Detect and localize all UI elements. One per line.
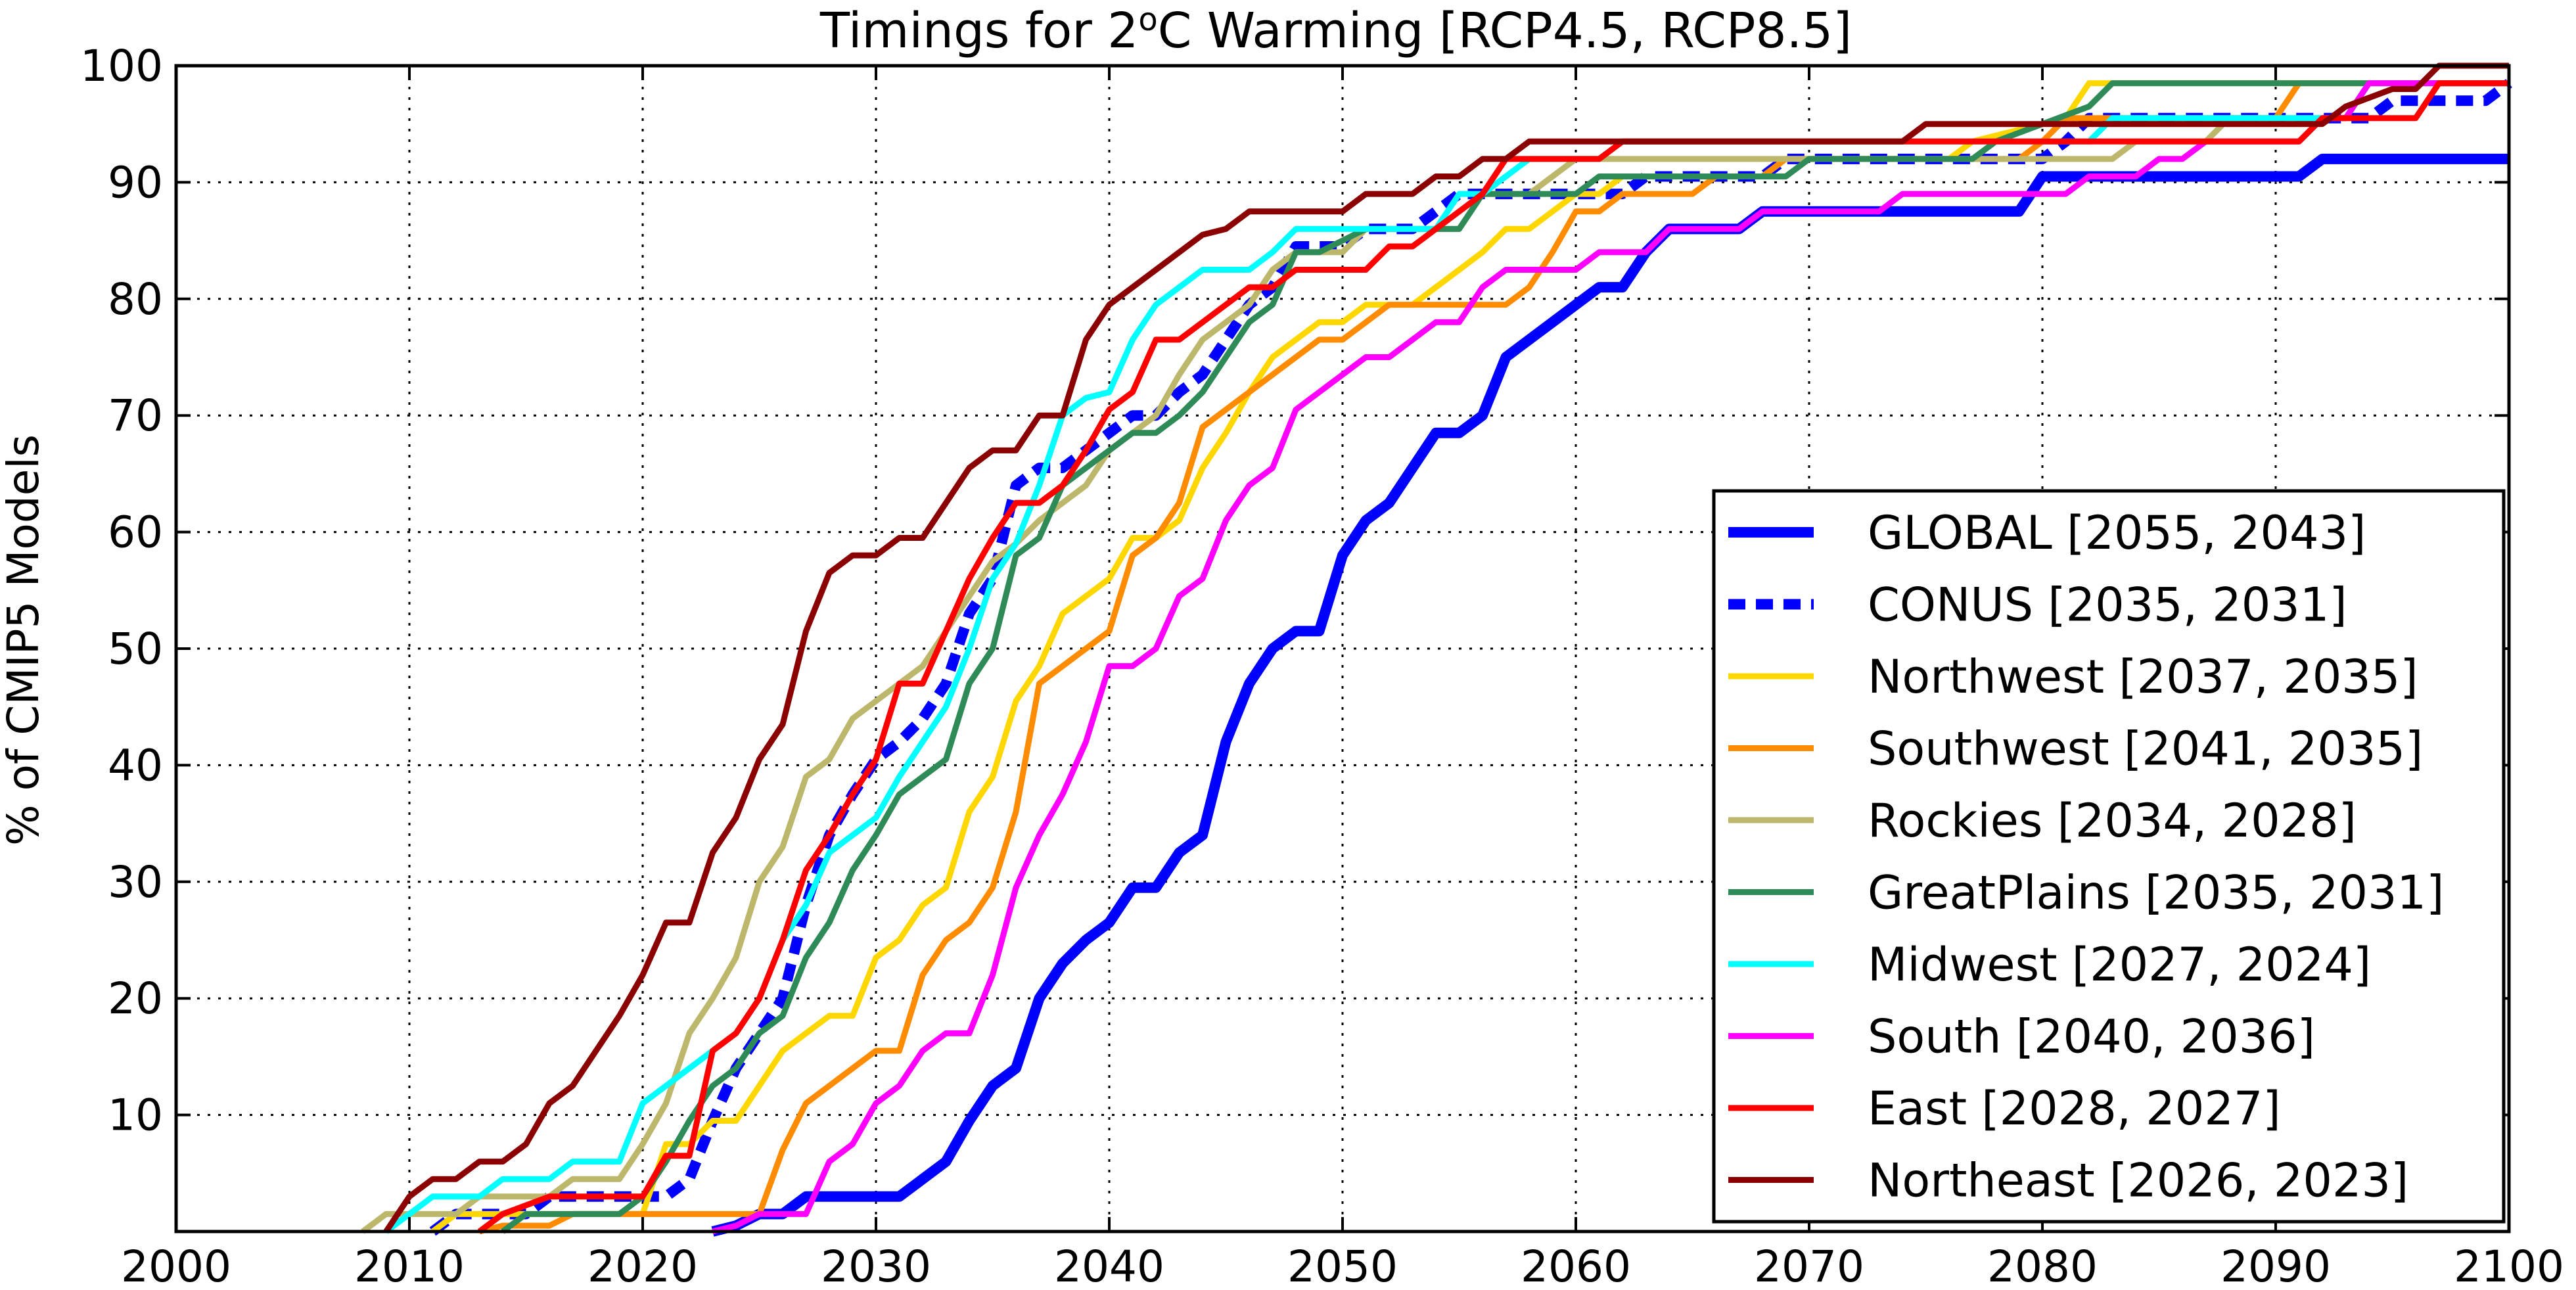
y-tick-label: 80 [108, 274, 163, 325]
chart-title: Timings for 2oC Warming [RCP4.5, RCP8.5] [819, 1, 1852, 59]
legend-label-global: GLOBAL [2055, 2043] [1868, 506, 2366, 560]
y-tick-label: 60 [108, 507, 163, 558]
y-tick-label: 20 [108, 973, 163, 1024]
x-tick-label: 2100 [2454, 1241, 2564, 1290]
x-tick-label: 2040 [1054, 1241, 1164, 1290]
x-tick-label: 2060 [1521, 1241, 1631, 1290]
series-line-south [712, 80, 2509, 1235]
legend-label-east: East [2028, 2027] [1868, 1082, 2281, 1136]
legend-label-southwest: Southwest [2041, 2035] [1868, 722, 2423, 776]
y-tick-label: 70 [108, 390, 163, 441]
legend-label-rockies: Rockies [2034, 2028] [1868, 794, 2357, 848]
x-tick-label: 2010 [354, 1241, 465, 1290]
series-line-northeast [383, 62, 2509, 1233]
chart-title-suffix: C Warming [RCP4.5, RCP8.5] [1158, 3, 1852, 59]
y-tick-label: 100 [80, 41, 163, 91]
x-tick-label: 2050 [1287, 1241, 1398, 1290]
y-tick-label: 50 [108, 624, 163, 674]
y-tick-label: 10 [108, 1090, 163, 1141]
legend: GLOBAL [2055, 2043] CONUS [2035, 2031] Nor… [1712, 489, 2506, 1224]
y-axis-title: % of CMIP5 Models [0, 434, 49, 846]
series-line-rockies [361, 80, 2509, 1234]
x-tick-label: 2090 [2220, 1241, 2331, 1290]
axis-ticks: 2000 2010 2020 2030 2040 2050 2060 2070 2080 2090… [80, 41, 2564, 1290]
chart-title-superscript: o [1138, 1, 1157, 38]
legend-box [1712, 489, 2506, 1224]
x-tick-label: 2020 [587, 1241, 698, 1290]
y-tick-label: 40 [108, 740, 163, 791]
series-line-midwest [384, 80, 2509, 1234]
legend-label-south: South [2040, 2036] [1868, 1010, 2315, 1064]
series-line-northwest [430, 80, 2509, 1234]
legend-label-conus: CONUS [2035, 2031] [1868, 578, 2347, 632]
legend-label-greatplains: GreatPlains [2035, 2031] [1868, 866, 2444, 920]
series-line-east [477, 80, 2509, 1234]
x-tick-label: 2070 [1754, 1241, 1864, 1290]
series-lines [361, 62, 2512, 1237]
legend-label-northwest: Northwest [2037, 2035] [1868, 650, 2418, 704]
legend-label-northeast: Northeast [2026, 2023] [1868, 1154, 2408, 1208]
chart-title-main: Timings for 2 [819, 3, 1138, 59]
legend-label-midwest: Midwest [2027, 2024] [1868, 938, 2371, 992]
x-tick-label: 2080 [1987, 1241, 2098, 1290]
x-tick-label: 2000 [121, 1241, 231, 1290]
x-tick-label: 2030 [821, 1241, 931, 1290]
y-tick-label: 30 [108, 857, 163, 908]
series-line-greatplains [501, 80, 2509, 1234]
y-tick-label: 90 [108, 157, 163, 208]
